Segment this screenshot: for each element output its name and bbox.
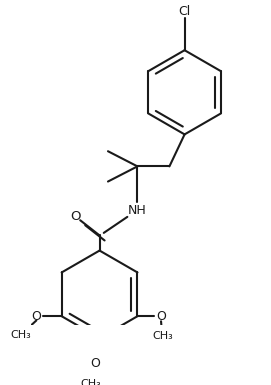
Text: O: O [71, 210, 81, 223]
Text: CH₃: CH₃ [11, 330, 32, 340]
Text: Cl: Cl [179, 5, 191, 18]
Text: NH: NH [128, 204, 147, 217]
Text: O: O [31, 310, 41, 323]
Text: CH₃: CH₃ [152, 331, 173, 341]
Text: CH₃: CH₃ [81, 378, 102, 385]
Text: O: O [156, 310, 166, 323]
Text: O: O [91, 357, 100, 370]
